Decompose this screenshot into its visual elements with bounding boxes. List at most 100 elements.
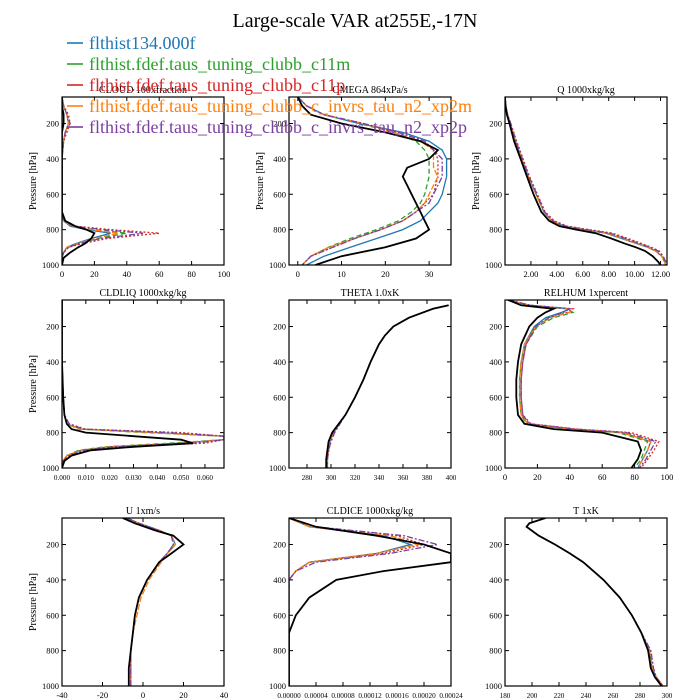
- series-line-3: [326, 304, 449, 468]
- plot-frame: [61, 517, 225, 687]
- x-tick-label: 0: [60, 269, 64, 279]
- series-line-6: [296, 97, 440, 265]
- y-tick-label: 600: [46, 189, 59, 199]
- series-line-1: [289, 518, 413, 686]
- plot-frame: [288, 517, 452, 687]
- y-tick-label: 800: [46, 428, 59, 438]
- x-tick-label: 260: [608, 692, 619, 700]
- y-tick-label: 800: [489, 225, 502, 235]
- legend-label: flthist.fdef.taus_tuning_clubb_c11p: [89, 75, 345, 95]
- x-tick-label: 220: [554, 692, 565, 700]
- chart-panel-3: Q 1000xkg/kg Pressure [hPa] 200 400 600 800 10…: [471, 85, 670, 279]
- y-tick-label: 200: [489, 322, 502, 332]
- series-line-4: [62, 300, 224, 468]
- plot-frame: [504, 517, 668, 687]
- x-tick-label: -40: [56, 690, 67, 700]
- panel-title: U 1xm/s: [126, 506, 160, 517]
- x-tick-label: 280: [635, 692, 646, 700]
- series-group: [525, 518, 664, 686]
- x-tick-label: 0.060: [197, 474, 214, 482]
- x-tick-label: 0.00004: [304, 692, 328, 700]
- series-line-6: [505, 97, 662, 265]
- series-line-5: [62, 300, 224, 468]
- series-line-6: [507, 300, 643, 468]
- y-tick-label: 1000: [42, 463, 59, 473]
- y-tick-label: 1000: [269, 681, 286, 691]
- legend-item: flthist.fdef.taus_tuning_clubb_c11p: [67, 75, 345, 95]
- series-line-2: [508, 300, 649, 468]
- y-tick-label: 600: [489, 392, 502, 402]
- series-line-3: [505, 97, 667, 265]
- x-tick-label: 100: [661, 472, 674, 482]
- plot-frame: [288, 96, 452, 266]
- x-tick-label: 240: [581, 692, 592, 700]
- x-tick-label: 40: [123, 269, 132, 279]
- x-tick-label: 0.00008: [331, 692, 355, 700]
- y-axis-label: Pressure [hPa]: [28, 355, 39, 413]
- x-tick-label: 10.00: [625, 269, 644, 279]
- x-tick-label: 20: [533, 472, 542, 482]
- y-tick-label: 1000: [269, 463, 286, 473]
- series-line-2: [126, 518, 175, 686]
- x-tick-label: 200: [527, 692, 538, 700]
- series-line-4: [326, 304, 449, 468]
- series-line-3: [289, 518, 427, 686]
- x-tick-label: 340: [374, 474, 385, 482]
- x-tick-label: 0.050: [173, 474, 190, 482]
- panel-title: THETA 1.0xK: [341, 288, 400, 299]
- x-tick-label: 0.00024: [439, 692, 463, 700]
- y-tick-label: 200: [273, 322, 286, 332]
- x-tick-label: 6.00: [575, 269, 590, 279]
- x-tick-label: 30: [425, 269, 434, 279]
- x-tick-label: 80: [630, 472, 639, 482]
- x-tick-label: 12.00: [651, 269, 670, 279]
- series-line-1: [326, 304, 449, 468]
- series-line-4: [508, 300, 652, 468]
- series-line-6: [122, 518, 185, 686]
- x-tick-label: 80: [187, 269, 196, 279]
- series-group: [296, 97, 448, 265]
- series-line-5: [126, 518, 175, 686]
- panel-title: Q 1000xkg/kg: [557, 85, 615, 96]
- y-axis-label: Pressure [hPa]: [28, 573, 39, 631]
- plot-frame: [61, 96, 225, 266]
- y-tick-label: 200: [46, 540, 59, 550]
- series-line-2: [326, 304, 449, 468]
- y-tick-label: 600: [273, 610, 286, 620]
- x-tick-label: 280: [302, 474, 313, 482]
- y-tick-label: 200: [46, 119, 59, 129]
- legend-label: flthist.fdef.taus_tuning_clubb_c11m: [89, 54, 350, 74]
- x-tick-label: -20: [97, 690, 108, 700]
- x-tick-label: 300: [326, 474, 337, 482]
- series-group: [507, 300, 660, 468]
- x-tick-label: 400: [446, 474, 457, 482]
- y-tick-label: 1000: [485, 463, 502, 473]
- legend-item: flthist.fdef.taus_tuning_clubb_c_invrs_t…: [67, 96, 472, 116]
- y-tick-label: 600: [46, 610, 59, 620]
- legend-label: flthist.fdef.taus_tuning_clubb_c_invrs_t…: [89, 117, 467, 137]
- series-line-5: [326, 304, 449, 468]
- series-line-3: [525, 518, 664, 686]
- x-tick-label: 300: [662, 692, 673, 700]
- series-line-5: [297, 97, 443, 265]
- y-tick-label: 600: [489, 189, 502, 199]
- panel-title: CLDLIQ 1000xkg/kg: [100, 288, 187, 299]
- series-line-4: [505, 97, 667, 265]
- series-line-4: [289, 518, 420, 686]
- y-tick-label: 400: [489, 154, 502, 164]
- y-tick-label: 400: [273, 154, 286, 164]
- figure-title: Large-scale VAR at255E,-17N: [233, 10, 478, 32]
- y-tick-label: 1000: [42, 681, 59, 691]
- plot-frame: [504, 299, 668, 469]
- y-tick-label: 1000: [485, 681, 502, 691]
- x-tick-label: 0.00000: [277, 692, 301, 700]
- chart-panel-8: CLDICE 1000xkg/kg 200 400 600 800 10000.00000…: [269, 506, 463, 700]
- x-tick-label: 0.00012: [358, 692, 382, 700]
- y-tick-label: 1000: [269, 260, 286, 270]
- x-tick-label: 10: [337, 269, 346, 279]
- x-tick-label: 40: [566, 472, 575, 482]
- x-tick-label: 0.00020: [412, 692, 436, 700]
- plot-frame: [288, 299, 452, 469]
